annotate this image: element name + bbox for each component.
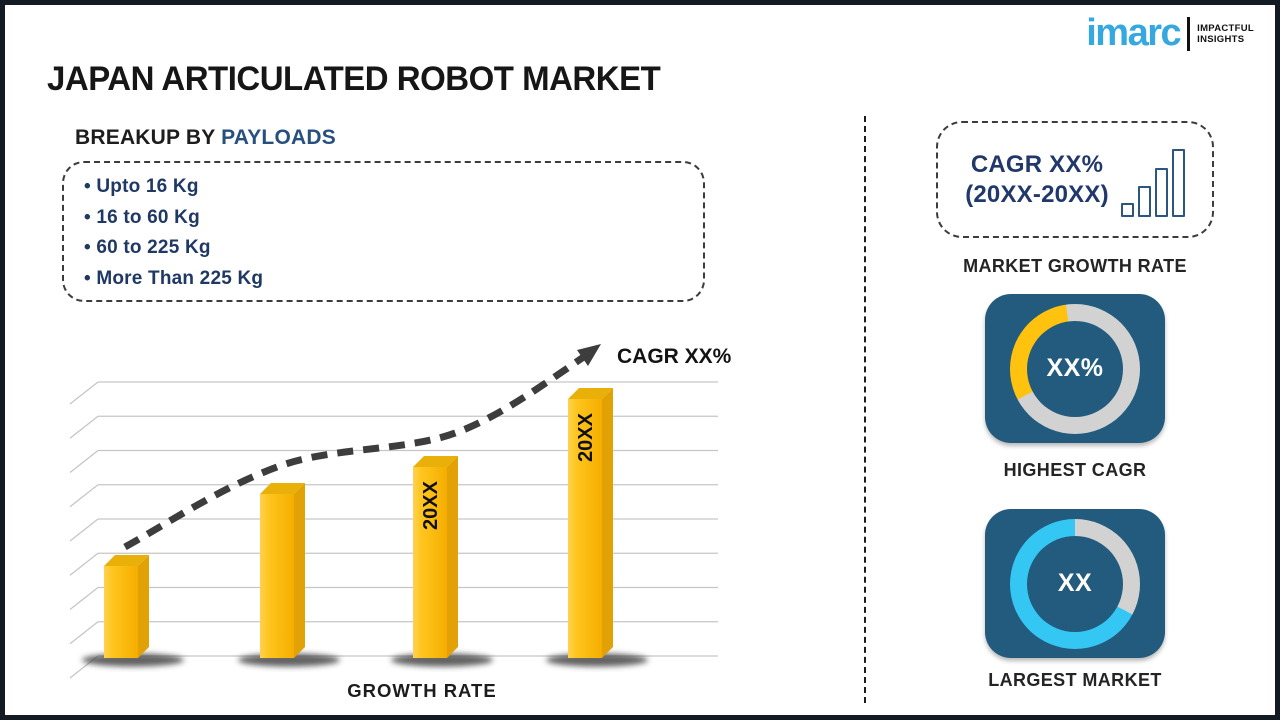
market-growth-rate-caption: MARKET GROWTH RATE (963, 256, 1187, 276)
growth-rate-chart-svg: 20XX 20XX CAGR XX% GROWTH RATE (69, 344, 732, 701)
payload-item: 60 to 225 Kg (84, 233, 693, 264)
donut-hole (1027, 535, 1123, 632)
gridline-tick (69, 449, 99, 474)
largest-market-tile: XX (985, 509, 1165, 658)
highest-cagr-value: XX% (1046, 354, 1104, 382)
highest-cagr-donut-chart: XX% (1010, 303, 1140, 434)
cagr-period: (20XX-20XX) (965, 180, 1109, 208)
logo-tagline-line2: INSIGHTS (1197, 34, 1245, 45)
x-axis-label: GROWTH RATE (347, 680, 496, 701)
bar-side-face (602, 388, 613, 658)
largest-market-value: XX (1057, 569, 1093, 597)
breakup-heading: BREAKUP BY PAYLOADS (75, 126, 336, 150)
bar-top-face (104, 555, 149, 566)
bar-top-face (413, 456, 458, 467)
bar (260, 494, 294, 658)
trend-arrowhead (577, 344, 601, 366)
payload-item: 16 to 60 Kg (84, 203, 693, 234)
growth-bar-icon-bar (1171, 148, 1185, 217)
growth-bar-icon-bar (1120, 202, 1134, 217)
payload-list-box: Upto 16 Kg 16 to 60 Kg 60 to 225 Kg More… (62, 161, 705, 302)
bar-top-face (260, 483, 305, 494)
donut-hole (1027, 320, 1123, 417)
bar-top-face (568, 388, 613, 399)
bar-side-face (294, 483, 305, 658)
bar-label: 20XX (575, 412, 597, 462)
gridline-tick (69, 415, 99, 439)
gridline-tick (69, 518, 99, 542)
highest-cagr-tile: XX% (985, 294, 1165, 443)
gridline-tick (69, 552, 99, 576)
logo-tagline: IMPACTFUL INSIGHTS (1197, 23, 1254, 45)
payload-item: Upto 16 Kg (84, 172, 693, 203)
imarc-logo-wordmark: imarc (1086, 12, 1181, 54)
highest-cagr-caption: HIGHEST CAGR (1003, 460, 1147, 480)
bar-label: 20XX (420, 480, 442, 530)
logo-tagline-line1: IMPACTFUL (1197, 23, 1254, 34)
section-divider (864, 116, 866, 703)
cagr-value: CAGR XX% (970, 150, 1104, 178)
cagr-box-text: CAGR XX% (20XX-20XX) (965, 150, 1109, 210)
imarc-logo: imarc IMPACTFUL INSIGHTS (1086, 14, 1254, 52)
breakup-heading-highlight: PAYLOADS (221, 126, 336, 149)
logo-separator (1187, 17, 1191, 51)
growth-bar-icon-bar (1154, 167, 1168, 217)
bar (413, 467, 447, 658)
bar (104, 566, 138, 658)
gridline-tick (69, 621, 99, 645)
largest-market-donut-chart: XX (1010, 518, 1140, 649)
trend-line (123, 353, 587, 551)
cagr-box: CAGR XX% (20XX-20XX) (936, 121, 1214, 238)
bar-side-face (138, 555, 149, 658)
growth-rate-chart: 20XX 20XX CAGR XX% GROWTH RATE (55, 330, 745, 715)
gridline-tick (69, 484, 99, 508)
trend-label: CAGR XX% (617, 345, 732, 368)
payload-item: More Than 225 Kg (84, 264, 693, 295)
gridline-tick (69, 586, 99, 611)
gridline-tick (69, 381, 99, 405)
bar (568, 399, 602, 658)
largest-market-caption: LARGEST MARKET (988, 670, 1162, 690)
bar-side-face (447, 456, 458, 658)
growth-bars-icon (1120, 147, 1185, 217)
page-title: JAPAN ARTICULATED ROBOT MARKET (47, 60, 661, 98)
breakup-heading-prefix: BREAKUP BY (75, 126, 222, 149)
growth-bar-icon-bar (1137, 185, 1151, 217)
